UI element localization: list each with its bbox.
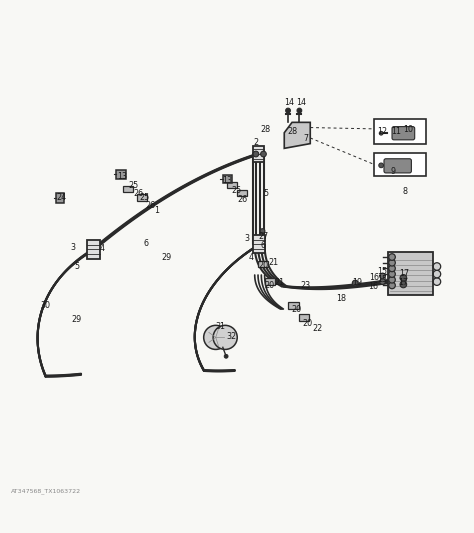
Bar xyxy=(253,235,265,253)
Text: 5: 5 xyxy=(263,189,268,198)
Bar xyxy=(374,153,426,176)
FancyBboxPatch shape xyxy=(384,159,411,173)
Text: 16: 16 xyxy=(369,273,379,282)
FancyBboxPatch shape xyxy=(392,127,415,140)
Circle shape xyxy=(213,325,237,350)
Circle shape xyxy=(389,282,395,289)
Text: 19: 19 xyxy=(352,278,362,287)
Bar xyxy=(374,119,426,143)
Text: 13: 13 xyxy=(118,172,128,181)
Text: 22: 22 xyxy=(312,325,322,333)
Bar xyxy=(388,252,433,295)
Text: 1: 1 xyxy=(154,206,159,215)
Text: 18: 18 xyxy=(336,294,346,303)
Text: 29: 29 xyxy=(161,254,171,262)
Text: 25: 25 xyxy=(128,181,138,190)
Bar xyxy=(117,170,126,179)
Circle shape xyxy=(261,151,266,157)
FancyBboxPatch shape xyxy=(123,186,133,192)
Circle shape xyxy=(204,325,228,350)
Circle shape xyxy=(389,277,395,283)
FancyBboxPatch shape xyxy=(227,182,237,188)
Text: 26: 26 xyxy=(145,200,155,209)
Bar xyxy=(253,147,264,161)
Text: 31: 31 xyxy=(215,322,225,332)
Circle shape xyxy=(433,270,441,278)
Circle shape xyxy=(260,229,265,233)
FancyBboxPatch shape xyxy=(137,195,146,200)
Text: 17: 17 xyxy=(399,269,410,278)
Text: 15: 15 xyxy=(377,266,388,276)
FancyBboxPatch shape xyxy=(288,302,299,309)
Text: 20: 20 xyxy=(258,261,269,270)
Text: 14: 14 xyxy=(284,98,294,107)
Text: 9: 9 xyxy=(391,167,395,176)
Text: 11: 11 xyxy=(391,127,401,136)
Text: 25: 25 xyxy=(232,187,242,196)
Text: 16: 16 xyxy=(368,282,378,291)
Text: 4: 4 xyxy=(100,244,105,253)
Text: 17: 17 xyxy=(398,278,409,287)
Circle shape xyxy=(400,274,407,281)
Text: 5: 5 xyxy=(75,262,80,271)
Text: 13: 13 xyxy=(223,176,233,185)
Text: 30: 30 xyxy=(41,301,51,310)
Text: 26: 26 xyxy=(237,195,248,204)
FancyBboxPatch shape xyxy=(258,261,268,268)
FancyBboxPatch shape xyxy=(265,278,275,285)
Text: 14: 14 xyxy=(296,98,306,107)
Polygon shape xyxy=(284,123,310,148)
Circle shape xyxy=(380,273,385,279)
Text: 25: 25 xyxy=(139,193,149,203)
Circle shape xyxy=(352,280,358,286)
Circle shape xyxy=(433,263,441,270)
Circle shape xyxy=(379,131,383,135)
Text: 12: 12 xyxy=(377,127,388,136)
FancyBboxPatch shape xyxy=(237,190,247,196)
Text: 20: 20 xyxy=(292,304,301,313)
Text: 6: 6 xyxy=(144,239,149,248)
Circle shape xyxy=(389,260,395,266)
Text: 23: 23 xyxy=(300,281,310,290)
Bar xyxy=(223,175,232,183)
Text: 27: 27 xyxy=(258,232,269,241)
Text: 10: 10 xyxy=(403,125,413,134)
Text: 21: 21 xyxy=(269,258,279,267)
Text: 32: 32 xyxy=(226,332,237,341)
Text: 24: 24 xyxy=(56,193,66,203)
Text: 6: 6 xyxy=(261,241,265,250)
Circle shape xyxy=(389,271,395,277)
Text: 3: 3 xyxy=(244,233,249,243)
Text: 21: 21 xyxy=(274,278,284,287)
Circle shape xyxy=(379,163,383,168)
Text: 2: 2 xyxy=(253,138,258,147)
Bar xyxy=(388,252,433,295)
Circle shape xyxy=(297,108,302,113)
Text: 26: 26 xyxy=(133,189,143,198)
Circle shape xyxy=(433,278,441,285)
Circle shape xyxy=(253,151,259,157)
Bar xyxy=(56,193,64,203)
Text: 29: 29 xyxy=(71,315,82,324)
Text: 8: 8 xyxy=(402,187,407,196)
Text: 28: 28 xyxy=(260,125,271,134)
Text: 20: 20 xyxy=(264,281,274,290)
Text: 15: 15 xyxy=(377,275,388,284)
Text: 4: 4 xyxy=(249,253,254,262)
FancyBboxPatch shape xyxy=(299,314,310,321)
Circle shape xyxy=(389,254,395,260)
Text: 3: 3 xyxy=(70,243,75,252)
Text: 28: 28 xyxy=(288,127,298,136)
Text: 20: 20 xyxy=(302,319,312,328)
Circle shape xyxy=(224,354,228,358)
Circle shape xyxy=(286,108,291,113)
Bar xyxy=(87,239,100,260)
Circle shape xyxy=(400,281,407,288)
Circle shape xyxy=(380,279,385,285)
Text: 7: 7 xyxy=(303,134,308,143)
Text: AT347568_TX1063722: AT347568_TX1063722 xyxy=(11,489,81,494)
Circle shape xyxy=(389,265,395,272)
